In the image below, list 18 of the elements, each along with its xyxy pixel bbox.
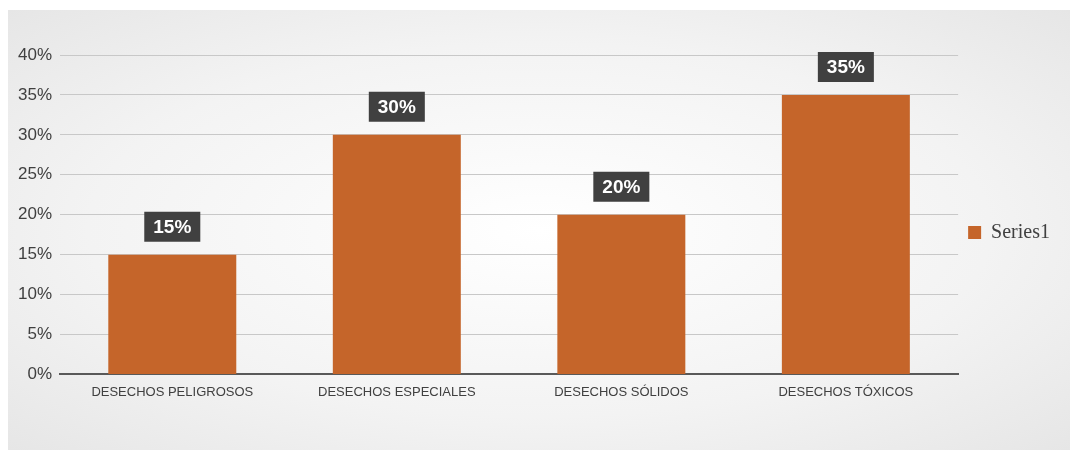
y-tick-label: 35% [17, 84, 53, 104]
data-label: 35% [826, 56, 865, 78]
y-tick-label: 25% [17, 164, 53, 184]
data-label: 15% [153, 215, 192, 237]
data-label: 30% [377, 96, 416, 118]
y-tick-label: 15% [17, 244, 53, 264]
y-tick-label: 20% [17, 204, 53, 224]
x-tick-label: DESECHOS SÓLIDOS [554, 383, 689, 399]
y-tick-label: 0% [27, 364, 53, 384]
data-label: 20% [602, 175, 641, 197]
y-tick-label: 30% [17, 124, 53, 144]
legend-label: Series1 [991, 219, 1051, 242]
x-tick-label: DESECHOS TÓXICOS [778, 383, 914, 399]
y-tick-label: 10% [17, 284, 53, 304]
y-tick-label: 40% [17, 44, 53, 64]
y-tick-label: 5% [27, 324, 53, 344]
x-tick-label: DESECHOS PELIGROSOS [91, 383, 254, 399]
x-tick-label: DESECHOS ESPECIALES [318, 383, 476, 399]
